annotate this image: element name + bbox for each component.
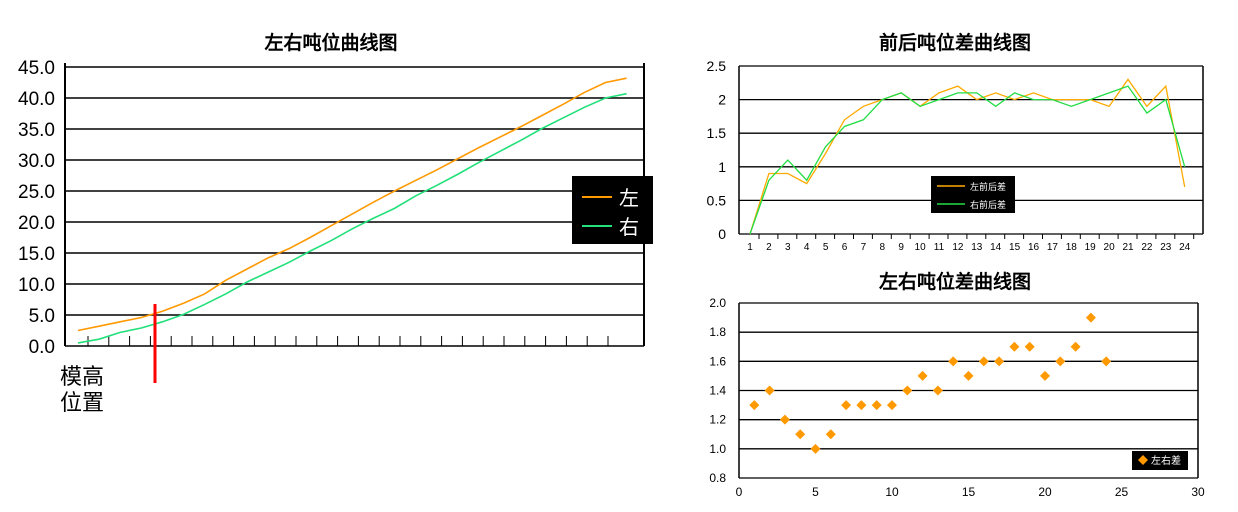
x-tick-label: 16: [1028, 242, 1040, 253]
legend-label: 右: [619, 215, 639, 239]
x-tick-label: 9: [898, 242, 904, 253]
x-tick-label: 3: [785, 242, 791, 253]
y-tick-label: 0.0: [29, 337, 55, 358]
data-point: [1085, 312, 1096, 323]
chart1-plot: 0.0 5.0 10.0 15.0 20.0 25.0 30.0 35.0 40.0 45.0 左右: [18, 58, 653, 383]
x-tick-label: 11: [934, 242, 945, 253]
x-tick-label: 20: [1104, 242, 1116, 253]
data-point: [795, 429, 806, 440]
chart3-title: 左右吨位差曲线图: [879, 270, 1031, 293]
x-tick-label: 1: [747, 242, 753, 253]
y-tick-label: 1: [718, 159, 726, 175]
x-tick-label: 30: [1191, 485, 1205, 499]
series-line-右: [77, 92, 627, 344]
y-tick-label: 10.0: [18, 275, 55, 296]
x-tick-label: 20: [1038, 485, 1052, 499]
legend-label: 右前后差: [970, 199, 1006, 211]
legend-box: [931, 176, 1015, 213]
data-point: [1009, 341, 1020, 352]
legend-swatch: [1138, 455, 1148, 465]
x-tick-label: 18: [1066, 242, 1078, 253]
y-tick-label: 1.0: [709, 442, 726, 456]
y-tick-label: 25.0: [18, 182, 55, 203]
data-point: [1101, 356, 1112, 367]
y-tick-label: 15.0: [18, 244, 55, 265]
legend-label: 左: [619, 186, 639, 210]
data-point: [841, 400, 852, 411]
x-tick-label: 7: [861, 242, 867, 253]
x-tick-label: 22: [1141, 242, 1153, 253]
data-point: [749, 400, 760, 411]
data-point: [779, 414, 790, 425]
data-point: [825, 429, 836, 440]
data-point: [963, 370, 974, 381]
x-tick-label: 5: [812, 485, 819, 499]
y-tick-label: 0.5: [707, 192, 727, 208]
y-tick-label: 0: [718, 226, 726, 242]
x-tick-label: 6: [842, 242, 848, 253]
y-tick-label: 1.8: [709, 325, 726, 339]
chart3-plot: 0.8 1.0 1.2 1.4 1.6 1.8 2.0 0 5 10 15 20 25 30 左右差: [709, 296, 1205, 499]
y-tick-label: 20.0: [18, 213, 55, 234]
chart2-title: 前后吨位差曲线图: [879, 31, 1031, 54]
legend-box: [1132, 451, 1188, 470]
x-tick-label: 10: [915, 242, 927, 253]
data-point: [871, 400, 882, 411]
x-tick-label: 12: [952, 242, 964, 253]
mold-height-label-1: 模高: [60, 365, 104, 390]
data-point: [764, 385, 775, 396]
series-line-左: [77, 77, 627, 332]
x-tick-label: 15: [1009, 242, 1021, 253]
data-point: [902, 385, 913, 396]
data-point: [1055, 356, 1066, 367]
y-tick-label: 1.2: [709, 413, 726, 427]
x-tick-label: 0: [736, 485, 743, 499]
x-tick-label: 10: [885, 485, 899, 499]
data-point: [994, 356, 1005, 367]
legend-label: 左右差: [1151, 454, 1181, 467]
data-point: [887, 400, 897, 411]
x-tick-label: 5: [823, 242, 829, 253]
x-tick-label: 14: [990, 242, 1002, 253]
data-point: [948, 356, 959, 367]
x-tick-label: 21: [1122, 242, 1134, 253]
series-line-右前后差: [749, 85, 1186, 235]
chart1-title: 左右吨位曲线图: [264, 31, 397, 54]
data-point: [1040, 370, 1050, 381]
y-tick-label: 5.0: [29, 306, 55, 327]
x-tick-label: 19: [1085, 242, 1097, 253]
y-tick-label: 0.8: [709, 471, 726, 485]
x-tick-label: 13: [971, 242, 983, 253]
data-point: [978, 356, 989, 367]
y-tick-label: 35.0: [18, 120, 55, 141]
x-tick-label: 15: [962, 485, 976, 499]
y-tick-label: 2: [718, 92, 726, 108]
data-point: [932, 385, 943, 396]
y-tick-label: 2.5: [707, 58, 727, 74]
x-tick-label: 23: [1160, 242, 1172, 253]
x-tick-label: 25: [1115, 485, 1129, 499]
x-tick-label: 8: [880, 242, 886, 253]
y-tick-label: 1.4: [709, 384, 726, 398]
legend-label: 左前后差: [970, 181, 1006, 193]
x-tick-label: 17: [1047, 242, 1059, 253]
y-tick-label: 1.5: [707, 125, 727, 141]
x-tick-label: 2: [766, 242, 772, 253]
x-tick-label: 24: [1179, 242, 1191, 253]
y-tick-label: 30.0: [18, 151, 55, 172]
x-tick-label: 4: [804, 242, 810, 253]
legend-box: [572, 176, 653, 244]
y-tick-label: 40.0: [18, 89, 55, 110]
data-point: [1024, 341, 1035, 352]
y-tick-label: 45.0: [18, 58, 55, 79]
y-tick-label: 2.0: [709, 296, 726, 310]
chart2-plot: 00.511.522.51 2 3 4 5 6 7 8 9 10 11 12 13 14 15 16 17 18 1…: [707, 58, 1204, 253]
data-point: [856, 400, 867, 411]
data-point: [810, 443, 821, 454]
data-point: [917, 370, 928, 381]
y-tick-label: 1.6: [709, 354, 726, 368]
data-point: [1070, 341, 1081, 352]
mold-height-label-2: 位置: [60, 391, 104, 416]
